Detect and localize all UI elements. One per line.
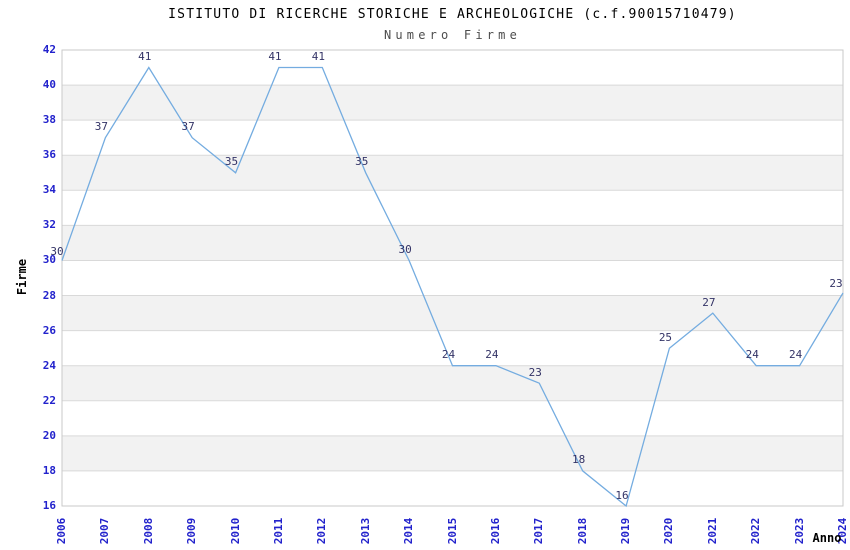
x-tick-label: 2009 (185, 517, 199, 545)
x-tick-label: 2014 (402, 517, 416, 545)
data-label: 24 (788, 348, 803, 362)
x-tick-label: 2018 (575, 517, 589, 545)
y-tick-label: 28 (42, 288, 56, 302)
y-tick-label: 16 (42, 499, 56, 512)
data-label: 24 (485, 348, 499, 362)
x-tick-label: 2017 (532, 517, 546, 545)
chart-title: ISTITUTO DI RICERCHE STORICHE E ARCHEOLO… (168, 7, 737, 22)
x-tick-label: 2006 (55, 517, 68, 545)
x-tick-label: 2012 (315, 517, 329, 545)
y-tick-label: 24 (42, 358, 56, 372)
series-line (61, 66, 844, 508)
y-tick-label: 22 (42, 393, 56, 407)
y-tick-label: 32 (42, 218, 56, 232)
data-label: 35 (355, 155, 369, 169)
x-tick-label: 2022 (749, 517, 763, 545)
data-label: 30 (398, 242, 412, 256)
data-label: 30 (50, 244, 64, 258)
data-label: 41 (268, 50, 282, 64)
y-tick-label: 40 (42, 78, 56, 92)
data-label: 16 (615, 488, 629, 502)
chart-subtitle: Numero Firme (383, 28, 522, 42)
band (62, 365, 843, 401)
y-tick-label: 34 (42, 183, 56, 197)
data-label: 35 (224, 155, 239, 169)
x-tick-label: 2008 (141, 517, 155, 545)
y-tick-label: 20 (42, 428, 56, 442)
x-tick-label: 2010 (228, 517, 242, 545)
x-tick-label: 2013 (358, 517, 372, 545)
x-tick-label: 2007 (98, 517, 112, 545)
x-tick-label: 2021 (705, 517, 719, 545)
x-tick-label: 2015 (445, 517, 459, 545)
x-tick-label: 2019 (619, 517, 633, 545)
x-tick-label: 2023 (792, 517, 806, 545)
y-tick-label: 26 (42, 323, 56, 337)
y-tick-label: 42 (42, 43, 56, 56)
data-label: 25 (658, 330, 673, 344)
y-axis-label: Firme (15, 258, 29, 296)
data-label: 41 (138, 50, 152, 64)
x-axis-label: Anno (812, 531, 842, 545)
band (62, 155, 843, 191)
x-tick-label: 2020 (662, 517, 676, 545)
y-tick-label: 36 (42, 148, 56, 162)
data-label: 24 (745, 348, 759, 362)
y-tick-label: 38 (42, 113, 56, 127)
x-tick-label: 2016 (488, 517, 502, 545)
x-tick-label: 2011 (271, 517, 285, 545)
data-label: 24 (441, 348, 456, 362)
data-label: 37 (181, 120, 195, 134)
data-label: 23 (528, 365, 542, 379)
y-tick-label: 18 (42, 463, 56, 477)
band (62, 225, 843, 261)
band-layer (62, 85, 843, 471)
band (62, 85, 843, 121)
data-label: 23 (829, 277, 843, 291)
band (62, 295, 843, 331)
data-label: 37 (94, 120, 108, 134)
data-label: 27 (702, 295, 716, 309)
band (62, 435, 843, 471)
data-label: 18 (572, 453, 586, 467)
data-label: 41 (311, 50, 325, 64)
y-tick-label: 30 (42, 253, 56, 267)
plot-border (61, 49, 844, 507)
